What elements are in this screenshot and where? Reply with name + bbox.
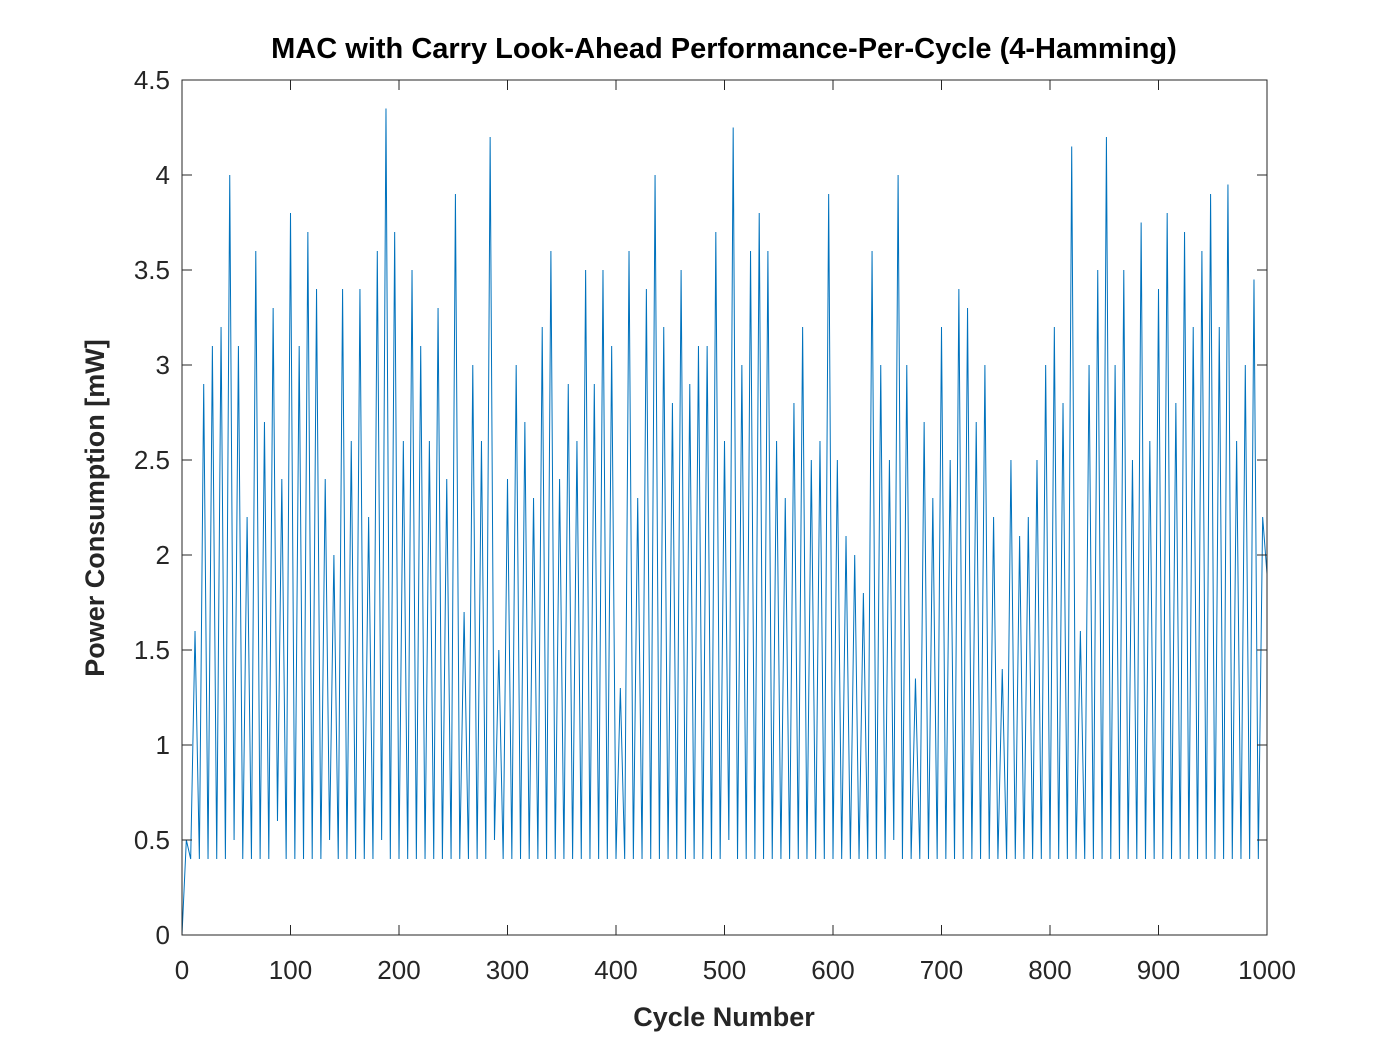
y-tick-label: 4.5	[134, 65, 170, 95]
y-axis-label: Power Consumption [mW]	[80, 339, 110, 676]
x-tick-label: 700	[920, 955, 963, 985]
x-axis-label: Cycle Number	[633, 1002, 815, 1032]
x-tick-label: 800	[1028, 955, 1071, 985]
data-line	[181, 108, 1268, 936]
x-tick-label: 0	[175, 955, 189, 985]
x-tick-label: 100	[269, 955, 312, 985]
y-tick-label: 2	[156, 540, 170, 570]
x-tick-label: 300	[486, 955, 529, 985]
y-tick-label: 3.5	[134, 255, 170, 285]
x-tick-label: 500	[703, 955, 746, 985]
y-tick-label: 1.5	[134, 635, 170, 665]
y-tick-label: 0.5	[134, 825, 170, 855]
chart-title: MAC with Carry Look-Ahead Performance-Pe…	[271, 33, 1177, 65]
y-tick-label: 2.5	[134, 445, 170, 475]
y-tick-label: 0	[156, 920, 170, 950]
x-tick-label: 900	[1137, 955, 1180, 985]
x-tick-label: 200	[377, 955, 420, 985]
y-tick-label: 4	[156, 160, 170, 190]
x-tick-label: 400	[594, 955, 637, 985]
x-tick-label: 1000	[1238, 955, 1296, 985]
y-tick-label: 3	[156, 350, 170, 380]
y-tick-label: 1	[156, 730, 170, 760]
x-tick-label: 600	[811, 955, 854, 985]
